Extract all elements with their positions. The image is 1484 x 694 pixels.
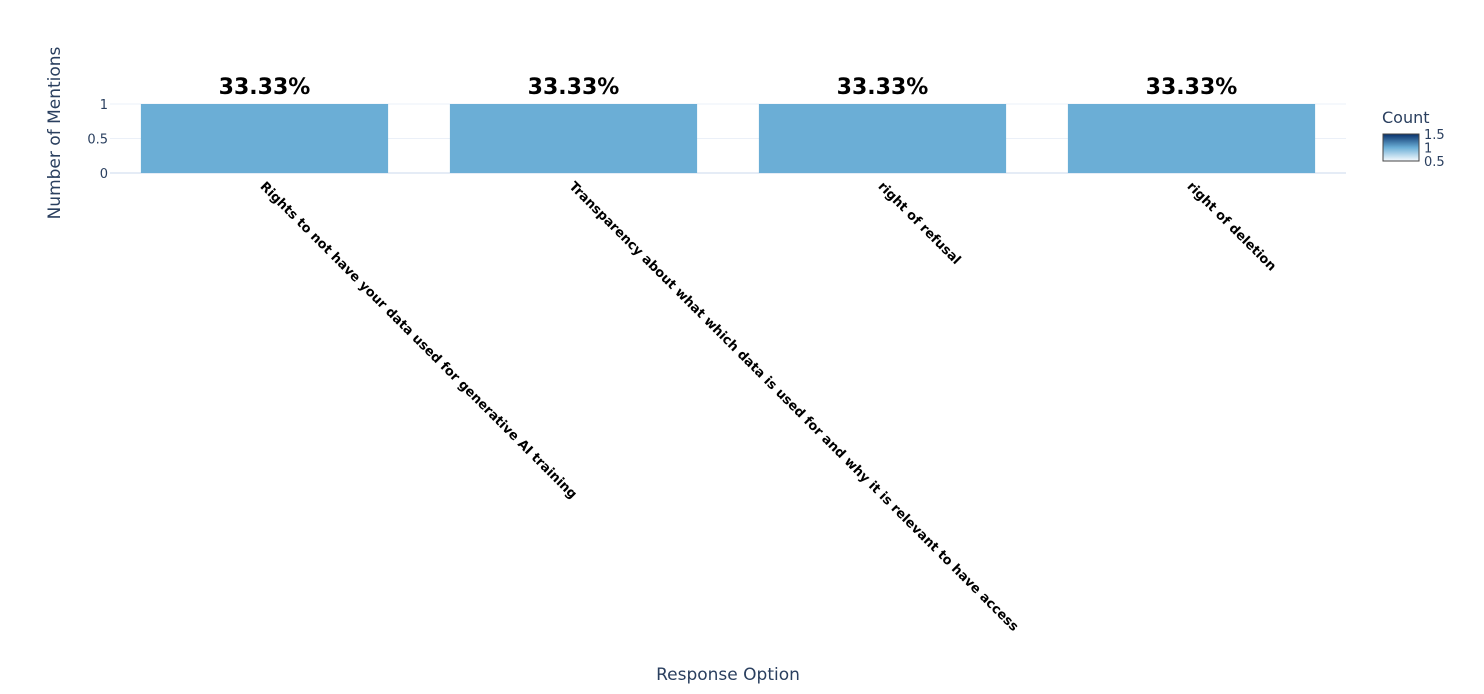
y-tick-labels: 00.51	[87, 98, 108, 182]
bar	[758, 104, 1007, 173]
bar	[449, 104, 698, 173]
bar	[140, 104, 389, 173]
colorbar-ticks: 1.510.5	[1424, 128, 1445, 170]
x-tick-label: Rights to not have your data used for ge…	[257, 179, 580, 502]
data-label: 33.33%	[1146, 75, 1238, 100]
y-tick-label: 0	[100, 167, 108, 182]
bars	[140, 104, 1316, 173]
y-tick-label: 0.5	[87, 133, 108, 148]
data-labels: 33.33% 33.33% 33.33% 33.33%	[219, 75, 1238, 100]
data-label: 33.33%	[219, 75, 311, 100]
y-tick-label: 1	[100, 98, 108, 113]
x-axis-title: Response Option	[656, 665, 800, 685]
x-tick-label: right of deletion	[1184, 179, 1279, 274]
colorbar-tick-label: 1.5	[1424, 128, 1445, 143]
y-axis-title: Number of Mentions	[45, 46, 65, 219]
x-tick-labels: Rights to not have your data used for ge…	[257, 179, 1279, 635]
colorbar-tick-label: 1	[1424, 142, 1432, 157]
x-tick-label: right of refusal	[875, 179, 964, 268]
data-label: 33.33%	[837, 75, 929, 100]
colorbar-legend: Count 1.510.5	[1382, 108, 1445, 170]
data-label: 33.33%	[528, 75, 620, 100]
colorbar-title: Count	[1382, 108, 1430, 127]
bar	[1067, 104, 1316, 173]
colorbar-tick-label: 0.5	[1424, 155, 1445, 170]
colorbar-gradient	[1382, 133, 1420, 162]
